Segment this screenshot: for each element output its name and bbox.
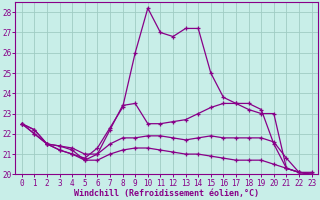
X-axis label: Windchill (Refroidissement éolien,°C): Windchill (Refroidissement éolien,°C) bbox=[74, 189, 259, 198]
